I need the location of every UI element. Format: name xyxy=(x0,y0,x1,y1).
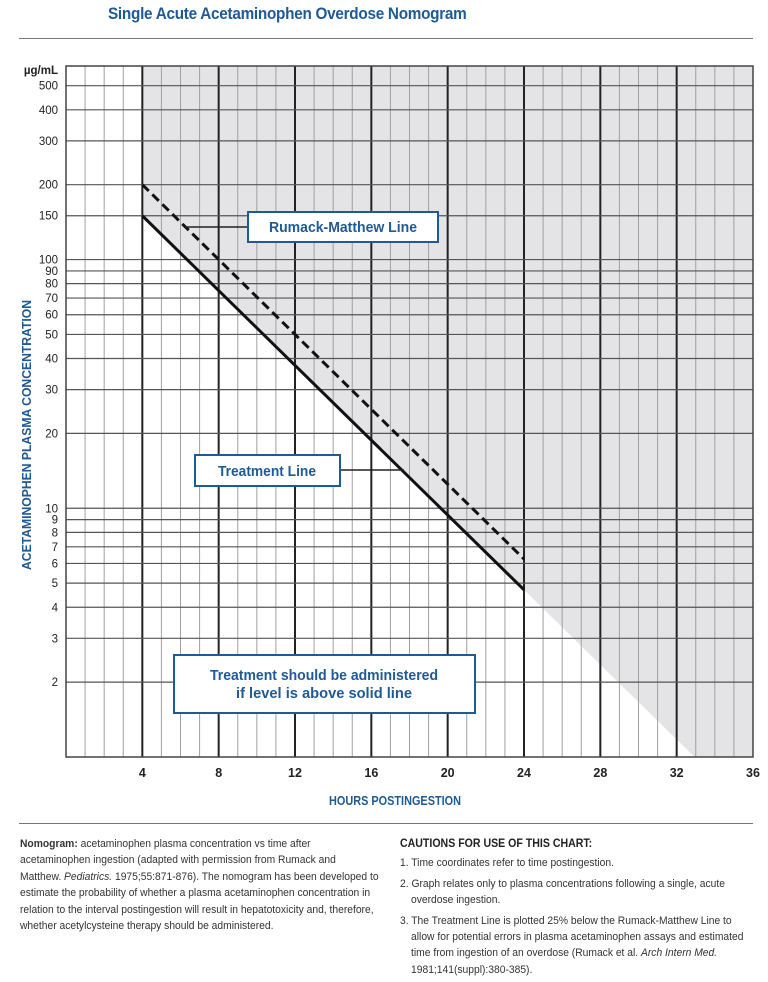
plot-frame xyxy=(65,65,754,758)
y-tick-label: 90 xyxy=(45,266,58,278)
treatment-note-line2: if level is above solid line xyxy=(236,686,412,702)
x-tick-label: 8 xyxy=(215,766,222,780)
y-tick-label: 4 xyxy=(52,602,59,614)
x-tick-label: 24 xyxy=(517,766,531,780)
treatment-label-box xyxy=(194,454,341,487)
rumack-label: Rumack-Matthew Line xyxy=(269,220,417,236)
y-tick-label: 5 xyxy=(52,578,58,590)
description-text: acetaminophen plasma concentration vs ti… xyxy=(20,838,336,883)
y-tick-label: 80 xyxy=(45,279,58,291)
x-tick-label: 32 xyxy=(670,766,684,780)
description-citation-journal: Pediatrics. xyxy=(64,870,113,883)
y-tick-label: 9 xyxy=(52,515,58,527)
caution-item: 2. Graph relates only to plasma concentr… xyxy=(400,877,725,907)
caution-item: 3. The Treatment Line is plotted 25% bel… xyxy=(400,914,744,976)
bottom-divider xyxy=(19,823,753,824)
y-tick-label: 70 xyxy=(45,293,58,305)
y-tick-label: 200 xyxy=(39,180,58,192)
description-heading: Nomogram: xyxy=(20,838,78,850)
treatment-label: Treatment Line xyxy=(218,464,316,480)
y-tick-label: 50 xyxy=(45,329,58,341)
y-axis-label: ACETAMINOPHEN PLASMA CONCENTRATION xyxy=(19,300,34,570)
description-text-cont: 1975;55:871-876). The nomogram has been … xyxy=(20,870,379,933)
x-axis-label: HOURS POSTINGESTION xyxy=(329,793,461,808)
nomogram-description: Nomogram: acetaminophen plasma concentra… xyxy=(20,836,379,934)
y-tick-label: 150 xyxy=(39,211,58,223)
y-tick-label: 100 xyxy=(39,255,58,267)
x-tick-label: 36 xyxy=(746,766,760,780)
treatment-note-box xyxy=(173,654,476,714)
y-tick-label: 30 xyxy=(45,385,58,397)
y-tick-label: 500 xyxy=(39,81,58,93)
y-tick-label: 3 xyxy=(52,633,58,645)
rumack-label-box xyxy=(247,211,439,243)
series-lines xyxy=(141,183,526,591)
y-tick-label: 10 xyxy=(45,503,58,515)
y-tick-label: 7 xyxy=(52,542,58,554)
top-divider xyxy=(19,38,753,39)
x-tick-label: 16 xyxy=(364,766,378,780)
y-tick-label: 8 xyxy=(52,527,58,539)
page-title: Single Acute Acetaminophen Overdose Nomo… xyxy=(108,4,467,23)
y-tick-label: 400 xyxy=(39,105,58,117)
y-tick-label: 20 xyxy=(45,428,58,440)
y-tick-label: 40 xyxy=(45,354,58,366)
y-tick-label: 60 xyxy=(45,310,58,322)
cautions: CAUTIONS FOR USE OF THIS CHART: 1. Time … xyxy=(400,836,754,982)
rumack-matthew-line xyxy=(141,183,526,561)
x-tick-label: 28 xyxy=(593,766,607,780)
x-tick-label: 4 xyxy=(139,766,146,780)
caution-item: 1. Time coordinates refer to time postin… xyxy=(400,857,614,870)
x-tick-labels: 4 8 12 16 20 24 28 32 36 xyxy=(139,766,760,780)
x-tick-label: 12 xyxy=(288,766,302,780)
y-unit-label: µg/mL xyxy=(24,65,58,77)
cautions-title: CAUTIONS FOR USE OF THIS CHART: xyxy=(400,838,593,850)
y-tick-label: 6 xyxy=(52,558,58,570)
treatment-note-line1: Treatment should be administered xyxy=(210,668,438,684)
y-tick-label: 2 xyxy=(52,677,58,689)
treatment-line xyxy=(141,214,526,591)
x-tick-label: 20 xyxy=(441,766,455,780)
nomogram-chart: 2345678910203040506070809010015020030040… xyxy=(19,65,760,808)
y-tick-label: 300 xyxy=(39,136,58,148)
